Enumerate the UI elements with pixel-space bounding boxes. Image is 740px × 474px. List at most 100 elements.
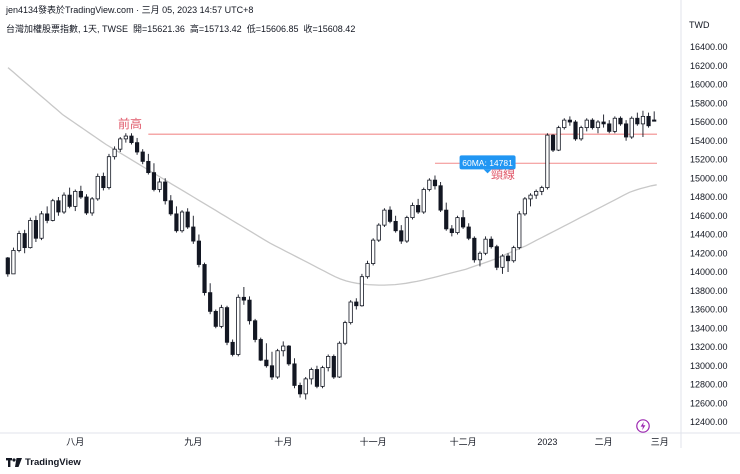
ma-tag-label: 60MA: 14781 — [462, 158, 513, 168]
candle-body — [477, 252, 483, 261]
candle — [241, 287, 246, 305]
candle-body — [219, 307, 224, 327]
candle-body — [432, 179, 438, 187]
candle — [314, 365, 320, 389]
candle-body — [545, 134, 550, 189]
candle-body — [584, 119, 589, 129]
x-tick-label: 十二月 — [450, 436, 477, 447]
candle — [421, 187, 426, 214]
candle-body — [151, 172, 157, 190]
candle-body — [562, 119, 567, 129]
candle — [438, 182, 443, 212]
candle-body — [534, 190, 539, 196]
candle-body — [371, 239, 376, 264]
candle-body — [387, 209, 393, 222]
y-tick-label: 15600.00 — [690, 117, 728, 127]
candle — [320, 365, 325, 389]
candle-body — [421, 189, 426, 213]
candle — [393, 215, 398, 233]
candle-body — [230, 341, 235, 355]
candle — [652, 111, 657, 122]
candle — [157, 178, 162, 193]
low-label: 低= — [246, 24, 261, 34]
candle — [174, 206, 179, 233]
candle — [601, 114, 606, 128]
candle — [264, 343, 269, 368]
candle — [253, 318, 258, 343]
candle-body — [460, 217, 466, 228]
candle-body — [494, 246, 499, 268]
candle-body — [146, 160, 151, 174]
candle — [607, 120, 612, 134]
author-line: jen4134發表於TradingView.com · 三月 05, 2023 … — [6, 5, 254, 15]
candle-body — [275, 350, 280, 378]
candle-body — [539, 187, 544, 192]
candle — [179, 210, 185, 233]
candle — [208, 283, 213, 315]
candle — [163, 178, 168, 205]
candle-body — [202, 264, 207, 294]
candle-body — [550, 134, 556, 151]
candle-body — [579, 127, 584, 140]
candle-body — [286, 345, 291, 365]
brand-footer[interactable]: TradingView — [6, 457, 81, 468]
candle-body — [22, 233, 27, 249]
close-value: 15608.42 — [317, 24, 356, 34]
x-tick-label: 十一月 — [360, 436, 387, 447]
candle-body — [635, 117, 640, 125]
candle — [646, 112, 651, 128]
candle — [112, 146, 117, 160]
open-label: 開= — [133, 24, 148, 34]
candle — [567, 116, 572, 126]
x-tick-label: 八月 — [66, 437, 84, 447]
candle-body — [612, 117, 617, 132]
candle — [269, 351, 275, 380]
y-tick-label: 13000.00 — [690, 361, 728, 371]
x-tick-label: 二月 — [595, 437, 613, 447]
high-value: 15713.42 — [204, 24, 242, 34]
candle — [590, 118, 595, 130]
candle-body — [28, 220, 33, 249]
candle — [16, 230, 22, 253]
brand-name: TradingView — [25, 457, 81, 468]
candle — [168, 195, 173, 216]
candle — [359, 273, 365, 307]
candle — [449, 225, 454, 237]
candle-body — [253, 320, 258, 340]
candle — [640, 110, 646, 137]
candle-body — [140, 151, 145, 162]
y-tick-label: 13400.00 — [690, 323, 728, 333]
candle — [489, 236, 494, 249]
candle-body — [191, 226, 196, 242]
candle — [618, 116, 623, 126]
y-tick-label: 14600.00 — [690, 211, 728, 221]
candle-body — [163, 181, 168, 202]
candle — [612, 116, 617, 134]
candle — [410, 202, 415, 220]
candle — [517, 211, 522, 250]
candle-body — [393, 220, 398, 232]
candle-body — [500, 255, 505, 268]
candle-body — [652, 119, 657, 122]
candle — [483, 236, 488, 256]
candle — [371, 238, 376, 266]
candle — [573, 120, 578, 141]
candle-body — [123, 135, 128, 140]
y-tick-label: 16000.00 — [690, 80, 728, 90]
candle-body — [73, 190, 78, 207]
y-axis: 16400.00 16200.00 16000.00 15800.00 15600.00… — [690, 42, 728, 427]
candle — [303, 377, 308, 400]
candle — [494, 244, 499, 271]
candle — [562, 118, 567, 130]
candle — [129, 133, 134, 145]
candle — [427, 178, 432, 192]
lightning-icon[interactable] — [636, 419, 650, 433]
y-tick-label: 12600.00 — [690, 398, 728, 408]
candle — [635, 112, 640, 126]
candle — [444, 202, 449, 231]
y-tick-label: 13200.00 — [690, 342, 728, 352]
candle — [511, 245, 516, 263]
symbol-info: 台灣加權股票指數, 1天, TWSE 開=15621.36 高=15713.42… — [6, 22, 355, 35]
candle-body — [185, 211, 190, 228]
